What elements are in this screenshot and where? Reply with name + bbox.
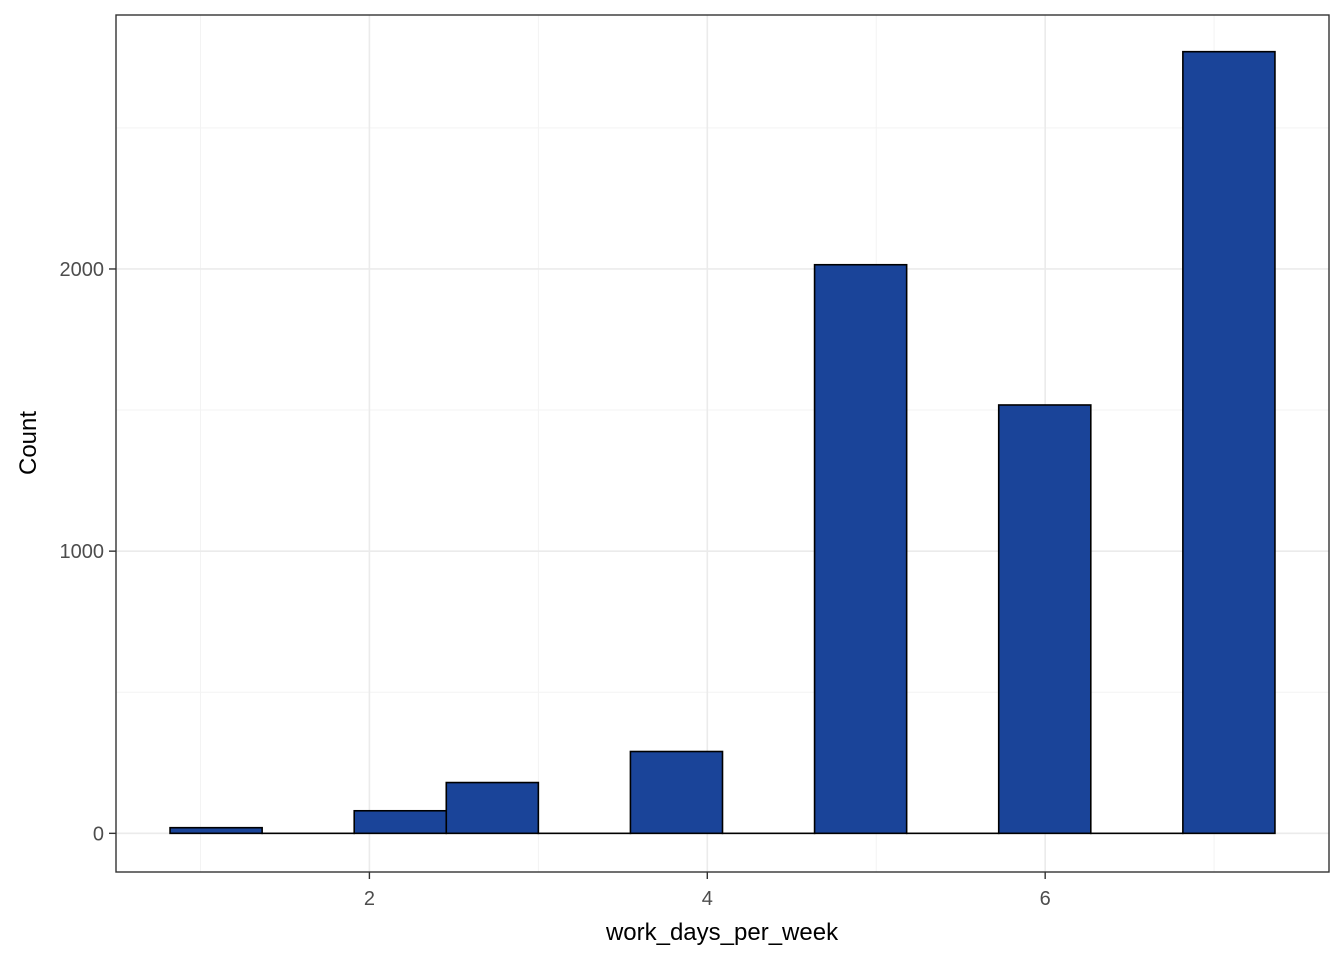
- x-tick-label-2: 6: [1040, 888, 1051, 910]
- histogram-bar-0: [169, 826, 263, 835]
- histogram-bar-3: [445, 781, 540, 835]
- histogram-bar-5: [629, 750, 724, 835]
- y-tick-label-0: 0: [93, 823, 104, 845]
- histogram-bars: [169, 50, 1276, 835]
- histogram-bar-9: [997, 404, 1092, 835]
- x-axis-title: work_days_per_week: [605, 919, 839, 946]
- x-tick-label-0: 2: [364, 888, 375, 910]
- panel-background: [116, 15, 1329, 872]
- y-axis-title: Count: [15, 411, 42, 475]
- y-tick-label-1: 1000: [60, 541, 105, 563]
- histogram-bar-11: [1182, 50, 1276, 835]
- histogram-bar-2: [353, 809, 448, 835]
- histogram-bar-7: [813, 263, 908, 835]
- x-axis: 2 4 6: [364, 872, 1051, 910]
- panel-border: [115, 14, 1330, 873]
- y-axis: 0 1000 2000: [60, 259, 116, 845]
- x-tick-label-1: 4: [702, 888, 713, 910]
- y-tick-label-2: 2000: [60, 259, 105, 281]
